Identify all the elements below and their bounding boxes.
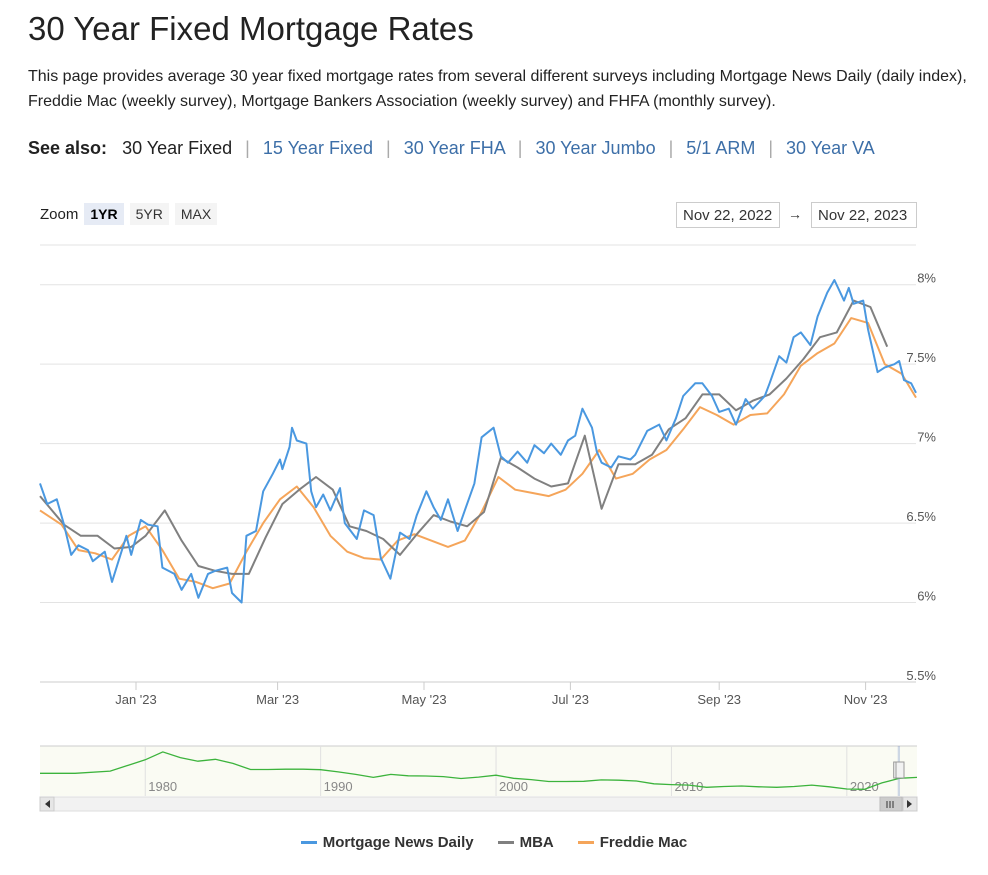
navigator-tick-label: 1980 <box>148 779 177 794</box>
series-mortgage-news-daily <box>39 279 917 604</box>
x-tick-label: Nov '23 <box>844 692 888 707</box>
see-also-30-year-jumbo[interactable]: 30 Year Jumbo <box>535 138 656 158</box>
navigator: 1980 1990 2000 2010 2020 <box>39 745 918 812</box>
legend-swatch <box>300 841 317 844</box>
y-tick-label: 6.5% <box>906 509 936 524</box>
separator: | <box>385 138 391 158</box>
legend-label: Mortgage News Daily <box>322 834 474 851</box>
y-tick-label: 6% <box>917 589 936 604</box>
navigator-tick-label: 2020 <box>850 779 879 794</box>
x-axis-labels: Jan '23 Mar '23 May '23 Jul '23 Sep '23 Nov '… <box>40 681 916 707</box>
legend-item-mba[interactable]: MBA <box>497 834 554 851</box>
y-tick-label: 7% <box>917 430 936 445</box>
see-also-30-year-fha[interactable]: 30 Year FHA <box>403 138 505 158</box>
x-tick-label: Sep '23 <box>697 692 741 707</box>
legend-label: MBA <box>519 834 554 851</box>
navigator-tick-label: 2010 <box>674 779 703 794</box>
arrow-right-icon <box>907 800 912 808</box>
legend-swatch <box>577 841 594 844</box>
navigator-tick-label: 2000 <box>499 779 528 794</box>
zoom-max-button[interactable]: MAX <box>174 203 218 225</box>
x-tick-label: Mar '23 <box>256 692 299 707</box>
arrow-left-icon <box>45 800 50 808</box>
see-also: See also: 30 Year Fixed | 15 Year Fixed … <box>28 138 875 159</box>
x-tick-label: Jan '23 <box>115 692 157 707</box>
scrollbar-track[interactable] <box>39 796 918 812</box>
legend-item-freddie-mac[interactable]: Freddie Mac <box>577 834 688 851</box>
legend-swatch <box>497 841 514 844</box>
y-tick-label: 7.5% <box>906 350 936 365</box>
separator: | <box>517 138 523 158</box>
series-freddie-mac <box>39 317 917 590</box>
see-also-5-1-arm[interactable]: 5/1 ARM <box>686 138 756 158</box>
navigator-series <box>40 751 918 790</box>
x-tick-label: Jul '23 <box>552 692 589 707</box>
page-title: 30 Year Fixed Mortgage Rates <box>28 10 474 47</box>
series-mba <box>39 299 889 575</box>
see-also-15-year-fixed[interactable]: 15 Year Fixed <box>262 138 373 158</box>
y-tick-label: 5.5% <box>906 668 936 683</box>
legend-item-mortgage-news-daily[interactable]: Mortgage News Daily <box>300 834 474 851</box>
x-tick-label: May '23 <box>401 692 446 707</box>
zoom-label: Zoom <box>40 205 79 223</box>
separator: | <box>245 138 250 158</box>
chart-legend: Mortgage News Daily MBA Freddie Mac <box>0 834 988 851</box>
mortgage-rate-chart: 5.5% 6% 6.5% 7% 7.5% 8% Jan '23 Mar '23 May '23… <box>39 244 936 812</box>
zoom-1yr-button[interactable]: 1YR <box>84 203 124 225</box>
page-description: This page provides average 30 year fixed… <box>28 68 967 110</box>
chart-series <box>39 279 917 604</box>
navigator-tick-label: 1990 <box>324 779 353 794</box>
see-also-label: See also: <box>28 138 108 158</box>
navigator-handle[interactable] <box>895 761 905 779</box>
y-axis-labels: 5.5% 6% 6.5% 7% 7.5% 8% <box>906 271 936 683</box>
y-tick-label: 8% <box>917 271 936 286</box>
zoom-5yr-button[interactable]: 5YR <box>129 203 169 225</box>
range-to-input[interactable]: Nov 22, 2023 <box>811 202 917 228</box>
see-also-30-year-va[interactable]: 30 Year VA <box>786 138 875 158</box>
separator: | <box>668 138 674 158</box>
scrollbar-thumb[interactable] <box>879 796 903 812</box>
zoom-controls: Zoom 1YR 5YR MAX <box>40 203 218 225</box>
see-also-30-year-fixed: 30 Year Fixed <box>122 138 233 158</box>
range-arrow: → <box>788 206 802 222</box>
separator: | <box>768 138 774 158</box>
legend-label: Freddie Mac <box>599 834 688 851</box>
range-from-input[interactable]: Nov 22, 2022 <box>676 202 780 228</box>
